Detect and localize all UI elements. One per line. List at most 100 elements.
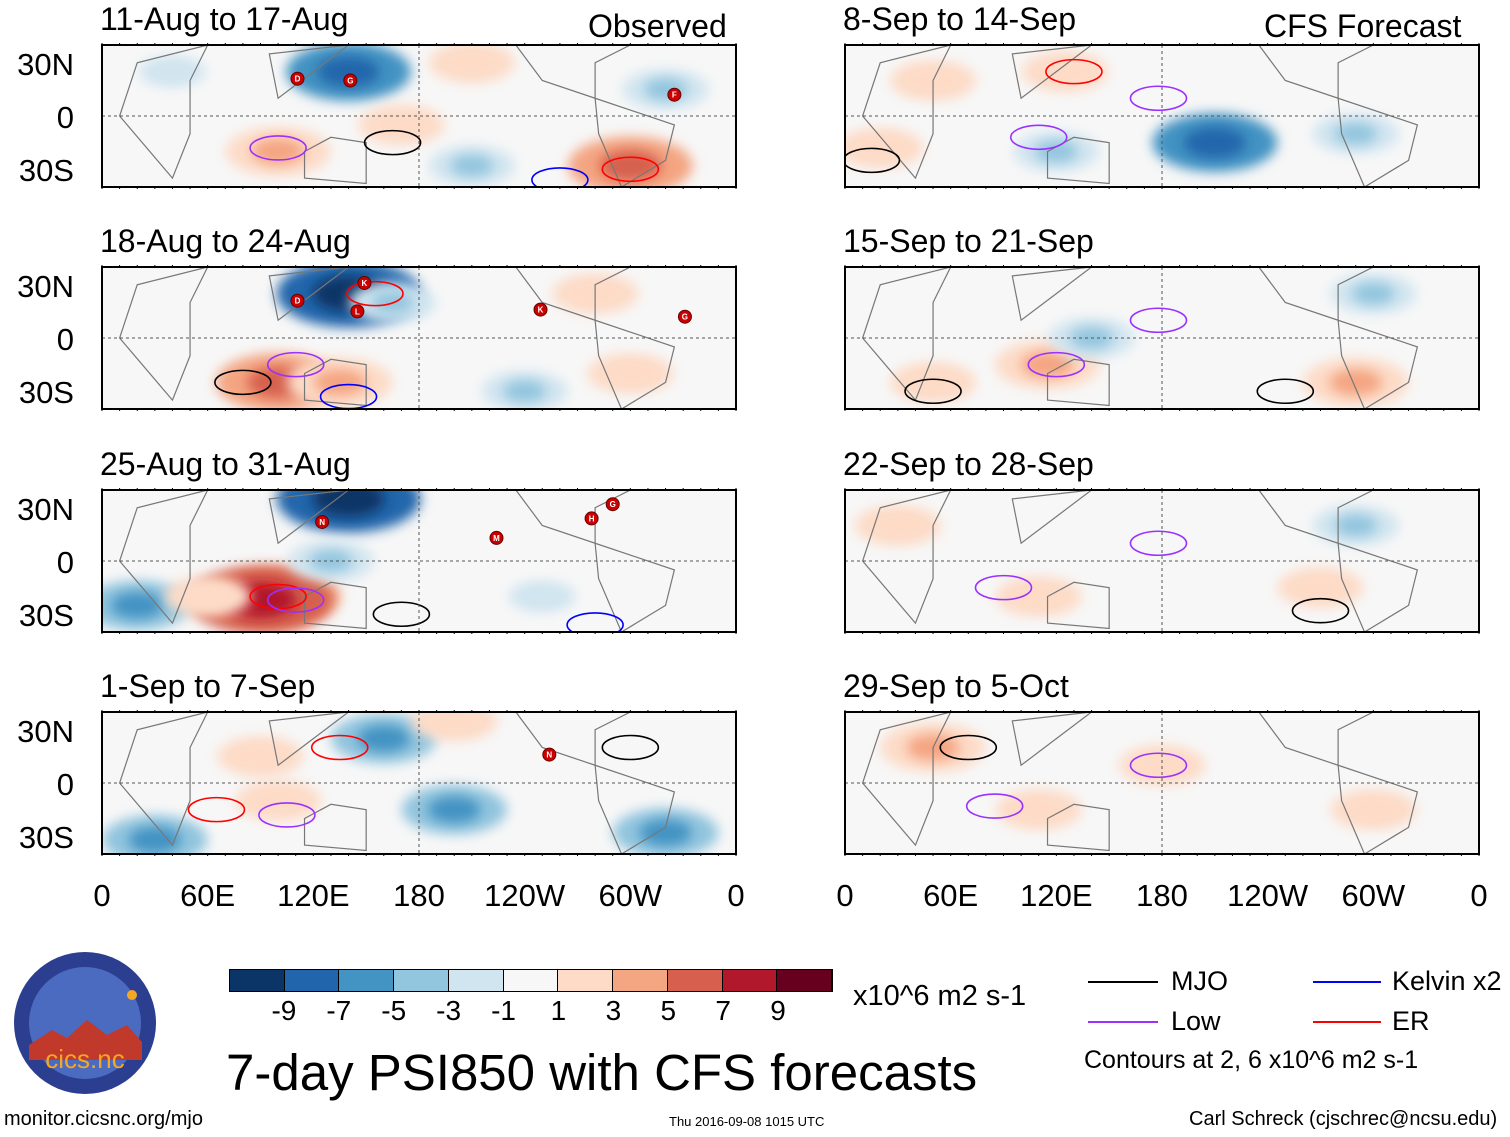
coastline [594, 97, 676, 187]
anomaly-core [525, 588, 560, 605]
anomaly-core [639, 819, 692, 846]
coastline [268, 267, 350, 322]
colorbar-tick: -5 [381, 995, 407, 1026]
anomaly-core [1017, 798, 1061, 821]
contour-er [601, 156, 660, 183]
coastline [1258, 267, 1374, 322]
anomaly-core [1043, 60, 1087, 83]
coastline [594, 764, 676, 854]
coastline [1046, 581, 1110, 630]
legend-label-er: ER [1392, 1006, 1430, 1036]
legend-label-low: Low [1171, 1006, 1221, 1036]
coastline [515, 712, 631, 767]
lon-label: 60W [1341, 878, 1406, 913]
colorbar-swatch [503, 970, 559, 991]
panel-title: 18-Aug to 24-Aug [100, 223, 351, 259]
lon-label: 0 [727, 878, 745, 913]
storm-marker: D [290, 71, 305, 86]
contour-low [266, 351, 325, 378]
coastline [1011, 490, 1093, 545]
contour-low [1129, 530, 1188, 557]
anomaly-core [911, 371, 955, 394]
lon-label: 0 [93, 878, 111, 913]
lon-label: 60W [598, 878, 663, 913]
lat-label: 30N [17, 492, 74, 527]
coastline [118, 267, 209, 402]
anomaly-core [379, 114, 423, 136]
contour-er [1045, 58, 1103, 85]
source-url[interactable]: monitor.cicsnc.org/mjo [4, 1108, 203, 1130]
anomaly-core [357, 725, 411, 752]
lat-label: 30N [17, 47, 74, 82]
storm-marker: G [343, 73, 358, 88]
lon-label: 60E [180, 878, 236, 913]
map-panel [844, 488, 1480, 634]
storm-marker: D [290, 293, 305, 308]
logo-text: cics.nc [45, 1044, 124, 1074]
colorbar-tick: 9 [770, 995, 786, 1026]
contour-low [1129, 752, 1188, 779]
lat-label: 30N [17, 269, 74, 304]
coastline [118, 45, 209, 180]
storm-id: G [347, 77, 353, 86]
storm-marker: K [357, 275, 372, 290]
anomaly-core [1334, 122, 1378, 145]
coastline [1046, 803, 1110, 852]
lat-label: 30N [17, 714, 74, 749]
anomaly-core [1034, 140, 1078, 163]
map-panel: N [101, 710, 737, 856]
anomaly-core [238, 745, 283, 768]
lon-label: 120W [1227, 878, 1309, 913]
coastline [861, 490, 952, 625]
coastline [268, 712, 350, 767]
map-panel: D G F [101, 43, 737, 189]
colorbar-swatch [558, 970, 614, 991]
panel-title: 22-Sep to 28-Sep [843, 446, 1094, 482]
anomaly-core [1298, 576, 1343, 599]
lon-label: 0 [836, 878, 854, 913]
anomaly-core [876, 514, 920, 537]
panel-title: 8-Sep to 14-Sep [843, 1, 1077, 37]
coastline [1046, 136, 1110, 185]
anomaly-core [1183, 127, 1247, 159]
storm-marker: N [315, 514, 330, 529]
colorbar-tick: 7 [715, 995, 731, 1026]
contour-er [346, 280, 404, 307]
legend-line-er [1313, 1021, 1381, 1023]
coastline [861, 45, 952, 180]
legend-label-kelvin: Kelvin x2 [1392, 966, 1502, 996]
storm-id: M [493, 534, 500, 543]
coastline [303, 358, 367, 407]
panel-title: 1-Sep to 7-Sep [100, 668, 316, 704]
lon-label: 120E [277, 878, 350, 913]
colorbar-tick: 5 [660, 995, 677, 1026]
coastline [118, 712, 209, 847]
storm-id: K [362, 279, 368, 288]
storm-id: L [355, 307, 360, 316]
coastline [1337, 319, 1419, 409]
contour-mjo [845, 147, 901, 174]
colorbar-swatch [667, 970, 723, 991]
storm-id: D [295, 297, 301, 306]
storm-id: K [538, 306, 544, 315]
anomaly-core [1351, 282, 1395, 305]
contour-low [249, 135, 307, 161]
anomaly-core [110, 592, 164, 619]
map-panel: D K L K G [101, 265, 737, 411]
coastline [1046, 358, 1110, 407]
storm-marker: K [533, 302, 548, 317]
coastline [515, 45, 631, 100]
storm-id: N [546, 751, 552, 760]
colorbar-swatch [448, 970, 504, 991]
colorbar-tick: 3 [605, 995, 622, 1026]
coastline [594, 542, 676, 632]
map-panel: N M H G [101, 488, 737, 634]
contour-low [1129, 307, 1188, 334]
storm-marker: M [489, 530, 504, 545]
coastline [861, 712, 952, 847]
anomaly-core [1334, 514, 1378, 537]
coastline [1011, 712, 1093, 767]
storm-marker: N [542, 747, 557, 762]
colorbar-tick: -9 [271, 995, 297, 1026]
anomaly-core [427, 796, 481, 823]
